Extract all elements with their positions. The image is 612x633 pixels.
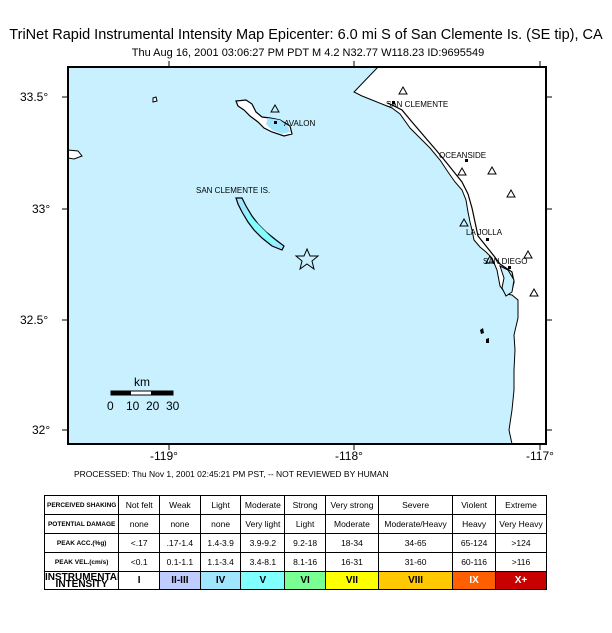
- label-san-clemente: SAN CLEMENTE: [386, 100, 448, 109]
- legend-cell: Moderate/Heavy: [377, 514, 454, 534]
- city-dots: [274, 101, 511, 269]
- legend-cell: 1.1-3.4: [199, 552, 242, 572]
- scale-tick-10: 10: [126, 399, 140, 413]
- legend-head-shaking: PERCEIVED SHAKING: [43, 495, 120, 515]
- label-san-clemente-is: SAN CLEMENTE IS.: [196, 186, 270, 195]
- intensity-legend: PERCEIVED SHAKING Not felt Weak Light Mo…: [43, 495, 547, 590]
- intensity-cell: IX: [452, 571, 497, 590]
- event-info: Thu Aug 16, 2001 03:06:27 PM PDT M 4.2 N…: [131, 47, 485, 59]
- legend-cell: Moderate: [324, 514, 379, 534]
- intensity-cell: VI: [284, 571, 326, 590]
- legend-cell: 34-65: [377, 533, 454, 553]
- station-markers: [270, 85, 539, 297]
- legend-cell: Not felt: [118, 495, 161, 515]
- mainland: [353, 66, 547, 445]
- intensity-cell: II-III: [159, 571, 201, 590]
- legend-cell: 31-60: [377, 552, 454, 572]
- legend-cell: Violent: [452, 495, 497, 515]
- label-la-jolla: LA JOLLA: [466, 228, 503, 237]
- legend-cell: 16-31: [324, 552, 379, 572]
- legend-cell: 3.9-9.2: [240, 533, 286, 553]
- processed-note: PROCESSED: Thu Nov 1, 2001 02:45:21 PM P…: [74, 469, 389, 479]
- legend-head-vel: PEAK VEL.(cm/s): [43, 552, 120, 572]
- legend-row-vel: PEAK VEL.(cm/s) <0.1 0.1-1.1 1.1-3.4 3.4…: [43, 552, 547, 572]
- lon-label-119: -119°: [150, 449, 178, 463]
- legend-cell: none: [159, 514, 201, 534]
- legend-cell: 8.1-16: [284, 552, 326, 572]
- legend-head-acc: PEAK ACC.(%g): [43, 533, 120, 553]
- legend-row-acc: PEAK ACC.(%g) <.17 .17-1.4 1.4-3.9 3.9-9…: [43, 533, 547, 553]
- axis-ticks: [62, 61, 552, 450]
- legend-cell: Very light: [240, 514, 286, 534]
- legend-cell: >116: [495, 552, 547, 572]
- intensity-cell: I: [118, 571, 161, 590]
- label-san-diego: SAN DIEGO: [483, 257, 527, 266]
- label-oceanside: OCEANSIDE: [439, 151, 486, 160]
- legend-row-shaking: PERCEIVED SHAKING Not felt Weak Light Mo…: [43, 495, 547, 515]
- legend-row-damage: POTENTIAL DAMAGE none none none Very lig…: [43, 514, 547, 534]
- legend-cell: 60-116: [452, 552, 497, 572]
- intensity-cell: VII: [324, 571, 379, 590]
- legend-cell: .17-1.4: [159, 533, 201, 553]
- map-title: TriNet Rapid Instrumental Intensity Map …: [9, 27, 603, 43]
- legend-cell: Strong: [284, 495, 326, 515]
- legend-cell: none: [118, 514, 161, 534]
- intensity-cell: VIII: [377, 571, 454, 590]
- legend-cell: Heavy: [452, 514, 497, 534]
- legend-cell: Light: [284, 514, 326, 534]
- lat-label-32: 32°: [32, 423, 51, 437]
- lat-label-33: 33°: [32, 202, 51, 216]
- legend-row-intensity: INSTRUMENTAL INTENSITY I II-III IV V VI …: [43, 571, 547, 590]
- scale-tick-0: 0: [107, 399, 114, 413]
- scale-bar: [110, 390, 174, 396]
- legend-cell: 18-34: [324, 533, 379, 553]
- legend-cell: Very Heavy: [495, 514, 547, 534]
- scale-tick-30: 30: [166, 399, 180, 413]
- lat-label-32-5: 32.5°: [20, 313, 49, 327]
- lon-label-118: -118°: [335, 449, 363, 463]
- label-avalon: AVALON: [284, 119, 315, 128]
- legend-cell: <0.1: [118, 552, 161, 572]
- legend-cell: none: [199, 514, 242, 534]
- coastline: [387, 102, 515, 295]
- legend-cell: 65-124: [452, 533, 497, 553]
- intensity-cell: X+: [495, 571, 547, 590]
- scale-unit: km: [134, 375, 150, 389]
- intensity-cell: IV: [199, 571, 242, 590]
- san-clemente-island: [235, 197, 285, 251]
- legend-cell: Weak: [159, 495, 201, 515]
- legend-cell: 3.4-8.1: [240, 552, 286, 572]
- legend-head-intensity: INSTRUMENTAL INTENSITY: [43, 571, 120, 590]
- legend-cell: 0.1-1.1: [159, 552, 201, 572]
- lat-label-33-5: 33.5°: [20, 90, 49, 104]
- legend-cell: 9.2-18: [284, 533, 326, 553]
- legend-head-damage: POTENTIAL DAMAGE: [43, 514, 120, 534]
- legend-cell: 1.4-3.9: [199, 533, 242, 553]
- legend-cell: >124: [495, 533, 547, 553]
- scale-tick-20: 20: [146, 399, 160, 413]
- legend-cell: <.17: [118, 533, 161, 553]
- legend-cell: Moderate: [240, 495, 286, 515]
- legend-cell: Extreme: [495, 495, 547, 515]
- island-nw: [152, 96, 158, 103]
- legend-cell: Light: [199, 495, 242, 515]
- coronado-islets: [480, 328, 489, 343]
- catalina-shaded: [266, 118, 290, 134]
- intensity-cell: V: [240, 571, 286, 590]
- legend-cell: Severe: [377, 495, 454, 515]
- star-icon: [294, 247, 320, 271]
- map-frame: [67, 66, 547, 445]
- legend-cell: Very strong: [324, 495, 379, 515]
- san-diego-bay: [499, 265, 515, 297]
- lon-label-117: -117°: [526, 449, 554, 463]
